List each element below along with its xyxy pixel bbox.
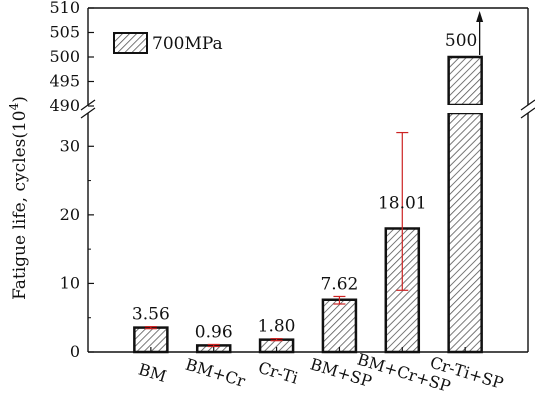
data-label: 7.62: [320, 274, 358, 294]
y-axis-title-main: Fatigue life, cycles: [10, 139, 30, 300]
x-tick-label: BM+Cr: [183, 355, 248, 391]
bar-break-gap: [446, 105, 484, 113]
y-axis-title-unit: (10: [10, 110, 30, 138]
y-tick-label: 500: [49, 47, 80, 66]
y-axis-title: Fatigue life, cycles(104): [7, 96, 30, 300]
legend-swatch: [113, 32, 148, 54]
runout-arrow-head: [476, 11, 484, 22]
data-label: 1.80: [258, 317, 296, 337]
x-tick-label: BM: [136, 360, 168, 386]
data-label: 0.96: [195, 322, 233, 342]
data-label: 18.01: [378, 194, 427, 214]
error-bars: [144, 11, 484, 348]
data-label: 3.56: [132, 305, 170, 325]
y-tick-label: 30: [60, 136, 80, 155]
data-label: 500: [445, 31, 477, 51]
axis-break-mark-right: [520, 107, 535, 119]
y-tick-label: 510: [49, 0, 80, 17]
bar: [447, 111, 483, 354]
y-axis-ticks: 0 10 20 30 490 495 500 505 510: [49, 0, 94, 361]
bar: [321, 298, 358, 354]
axis-break-mark-right: [520, 99, 535, 111]
y-tick-label: 20: [60, 205, 80, 224]
bar: [447, 55, 483, 107]
legend: 700MPa: [113, 32, 223, 54]
y-tick-label: 490: [49, 96, 80, 115]
legend-label: 700MPa: [152, 34, 223, 54]
y-tick-label: 10: [60, 273, 80, 292]
bars: [133, 55, 484, 354]
y-tick-label: 505: [49, 23, 80, 42]
axis-break-mark-left: [80, 107, 96, 119]
y-tick-label: 495: [49, 72, 80, 91]
x-tick-label: Cr-Ti: [256, 358, 300, 388]
y-tick-label: 0: [70, 342, 80, 361]
data-labels: 3.56 0.96 1.80 7.62 18.01 500: [132, 31, 477, 342]
axis-break-mark-left: [80, 99, 96, 111]
y-axis-title-exponent: 4: [7, 102, 21, 110]
y-axis-title-close: ): [10, 96, 30, 103]
